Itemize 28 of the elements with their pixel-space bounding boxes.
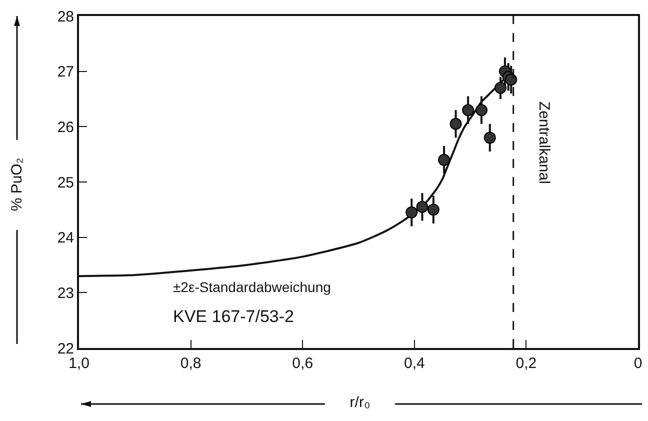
point <box>505 74 518 86</box>
x-axis-title: r/r₀ <box>348 394 372 411</box>
point <box>475 104 488 116</box>
y-tick-label: 26 <box>57 118 74 136</box>
y-tick-label: 23 <box>57 284 74 302</box>
x-tick-label: 0,6 <box>292 355 314 372</box>
y-axis-title: % PuO₂ <box>8 140 26 230</box>
annotation: ±2ε-Standardabweichung <box>173 279 331 295</box>
y-tick-label: 24 <box>57 230 74 247</box>
y-tick-label: 22 <box>57 340 74 358</box>
point <box>450 118 462 130</box>
point <box>494 82 506 94</box>
point <box>416 200 428 213</box>
point <box>438 154 450 166</box>
point <box>484 132 496 144</box>
annotation: KVE 167-7/53-2 <box>173 307 294 326</box>
y-tick-label: 27 <box>57 64 74 81</box>
x-tick-label: 0,2 <box>516 355 537 372</box>
y-tick-label: 25 <box>57 174 74 192</box>
point <box>406 206 418 218</box>
x-tick-label: 0 <box>634 355 642 372</box>
x-tick-label: 0,4 <box>404 355 425 372</box>
x-tick-label: 1,0 <box>68 355 90 372</box>
y-tick-label: 28 <box>57 8 74 26</box>
x-tick-label: 0,8 <box>180 355 202 372</box>
point <box>462 104 474 116</box>
ref-line-label: Zentralkanal <box>536 101 553 184</box>
point <box>427 204 440 216</box>
